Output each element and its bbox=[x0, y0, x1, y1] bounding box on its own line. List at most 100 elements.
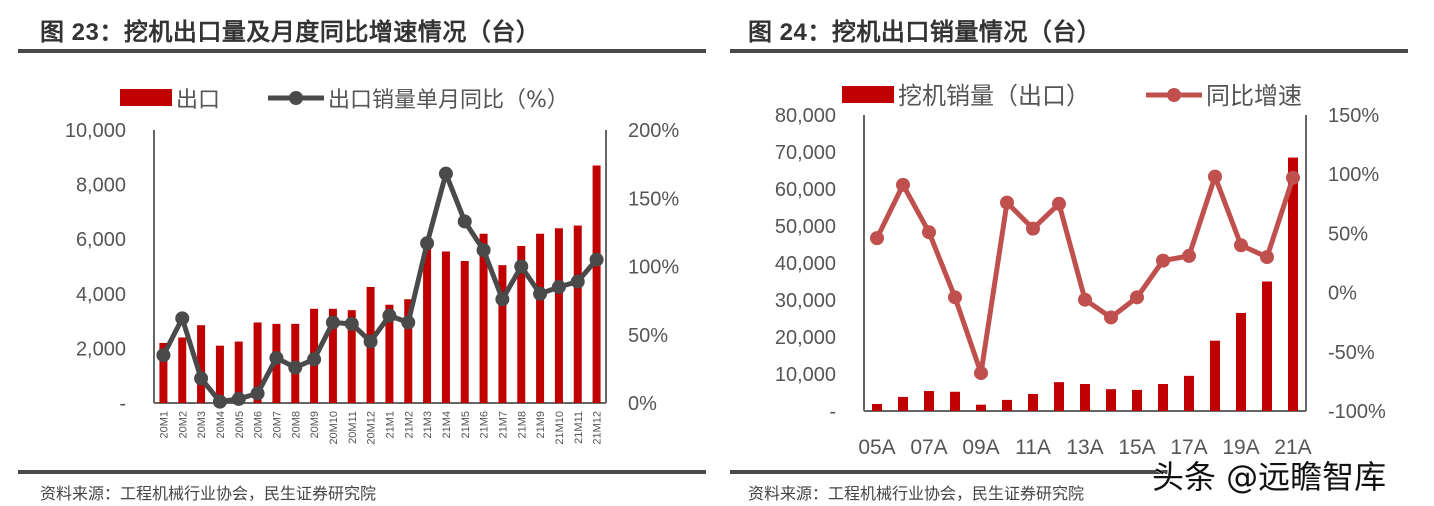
y2-tick-label: 150% bbox=[628, 188, 679, 210]
legend-label-bar: 挖机销量（出口） bbox=[898, 82, 1090, 110]
line-point bbox=[1130, 290, 1144, 305]
bar bbox=[950, 391, 960, 411]
x-tick-label: 07A bbox=[910, 436, 947, 459]
line-point bbox=[948, 290, 962, 305]
y2-tick-label: 100% bbox=[1328, 164, 1379, 186]
line-point bbox=[194, 371, 209, 386]
bar bbox=[1158, 383, 1168, 411]
bar bbox=[498, 265, 507, 403]
line-point bbox=[495, 292, 510, 307]
x-tick-label: 20M2 bbox=[177, 411, 189, 439]
x-tick-label: 09A bbox=[962, 436, 999, 459]
y2-tick-label: -50% bbox=[1328, 342, 1375, 364]
line-point bbox=[922, 225, 936, 240]
legend-swatch-point bbox=[289, 91, 303, 105]
bar bbox=[1262, 281, 1272, 411]
x-tick-label: 15A bbox=[1118, 436, 1155, 459]
line-point bbox=[870, 231, 884, 246]
figure-24-source: 资料来源：工程机械行业协会，民生证券研究院 bbox=[748, 486, 1085, 503]
x-tick-label: 21M1 bbox=[384, 411, 396, 439]
bar bbox=[423, 246, 432, 403]
line-point bbox=[307, 352, 322, 367]
legend-swatch-bar bbox=[842, 86, 894, 103]
bar bbox=[215, 345, 224, 403]
bar bbox=[234, 341, 243, 403]
x-tick-label: 21M9 bbox=[535, 411, 547, 439]
bar bbox=[328, 308, 337, 403]
legend-label-bar: 出口 bbox=[176, 88, 220, 113]
series-line bbox=[874, 174, 1296, 376]
x-tick-label: 20M5 bbox=[234, 411, 246, 439]
line-point bbox=[288, 360, 303, 375]
x-tick-label: 20M10 bbox=[328, 411, 340, 445]
y-tick-label: 60,000 bbox=[775, 179, 836, 201]
y-tick-label: 10,000 bbox=[775, 364, 836, 386]
bar bbox=[178, 337, 187, 403]
x-tick-label: 20M4 bbox=[215, 411, 227, 439]
line-point bbox=[212, 394, 227, 409]
y2-tick-label: 200% bbox=[628, 120, 679, 142]
y-tick-label: 10,000 bbox=[65, 120, 126, 142]
line-point bbox=[401, 315, 416, 330]
x-tick-label: 20M6 bbox=[253, 411, 265, 439]
figure-24-title: 图 24：挖机出口销量情况（台） bbox=[748, 19, 1102, 46]
bar bbox=[872, 403, 882, 411]
x-tick-label: 20M7 bbox=[271, 411, 283, 439]
x-tick-label: 13A bbox=[1066, 436, 1103, 459]
legend-label-line: 同比增速 bbox=[1206, 82, 1302, 110]
y-tick-label: 50,000 bbox=[775, 216, 836, 238]
legend-label-line: 出口销量单月同比（%） bbox=[328, 88, 569, 113]
watermark: 头条 @远瞻智库 bbox=[1152, 458, 1387, 496]
line-point bbox=[457, 214, 472, 229]
line-point bbox=[476, 243, 491, 258]
bar bbox=[460, 261, 469, 403]
line-point bbox=[974, 366, 988, 381]
x-tick-label: 20M1 bbox=[158, 411, 170, 439]
figure-23-source-rule bbox=[18, 470, 706, 474]
line-point bbox=[1286, 170, 1300, 185]
bar bbox=[517, 246, 526, 403]
x-tick-label: 21M4 bbox=[441, 411, 453, 439]
bar bbox=[1054, 382, 1064, 411]
y-tick-label: 6,000 bbox=[76, 229, 126, 251]
bar bbox=[159, 342, 168, 403]
x-tick-label: 05A bbox=[858, 436, 895, 459]
x-tick-label: 21M11 bbox=[573, 411, 585, 444]
y2-tick-label: 150% bbox=[1328, 105, 1379, 127]
figure-24-source-rule bbox=[730, 470, 1170, 474]
line-point bbox=[363, 334, 378, 349]
x-tick-label: 11A bbox=[1015, 436, 1051, 459]
y2-tick-label: -100% bbox=[1328, 401, 1386, 423]
figure-23-title: 图 23：挖机出口量及月度同比增速情况（台） bbox=[40, 19, 541, 46]
bar bbox=[1028, 393, 1038, 411]
x-tick-label: 21M12 bbox=[592, 411, 604, 445]
y2-tick-label: 0% bbox=[628, 393, 657, 415]
y-tick-label: 80,000 bbox=[775, 105, 836, 127]
legend-swatch-bar bbox=[120, 89, 172, 106]
x-tick-label: 19A bbox=[1222, 436, 1259, 459]
chart-23: - 2,000 4,000 6,000 8,000 10,000 0% 50% 100% 150%… bbox=[65, 88, 680, 445]
x-tick-label: 21M7 bbox=[497, 411, 509, 439]
bar bbox=[536, 233, 545, 403]
line-point bbox=[551, 279, 566, 294]
x-tick-label: 20M9 bbox=[309, 411, 321, 439]
bar bbox=[573, 225, 582, 403]
line-point bbox=[1260, 250, 1274, 265]
y2-tick-label: 100% bbox=[628, 257, 679, 279]
line-point bbox=[1026, 221, 1040, 236]
line-point bbox=[1000, 195, 1014, 210]
line-point bbox=[896, 177, 910, 192]
line-point bbox=[1104, 310, 1118, 325]
line-point bbox=[325, 315, 340, 330]
line-point bbox=[250, 386, 265, 401]
y-tick-label: 40,000 bbox=[775, 253, 836, 275]
line-point bbox=[1182, 248, 1196, 263]
line-point bbox=[1052, 196, 1066, 211]
x-tick-label: 21M5 bbox=[460, 411, 472, 439]
line-point bbox=[570, 274, 585, 289]
line-point bbox=[589, 252, 604, 267]
bar bbox=[404, 299, 413, 403]
bar bbox=[253, 322, 262, 403]
chart-24: - 10,000 20,000 30,000 40,000 50,000 60,000 70,… bbox=[775, 82, 1386, 459]
x-tick-label: 21M6 bbox=[479, 411, 491, 439]
